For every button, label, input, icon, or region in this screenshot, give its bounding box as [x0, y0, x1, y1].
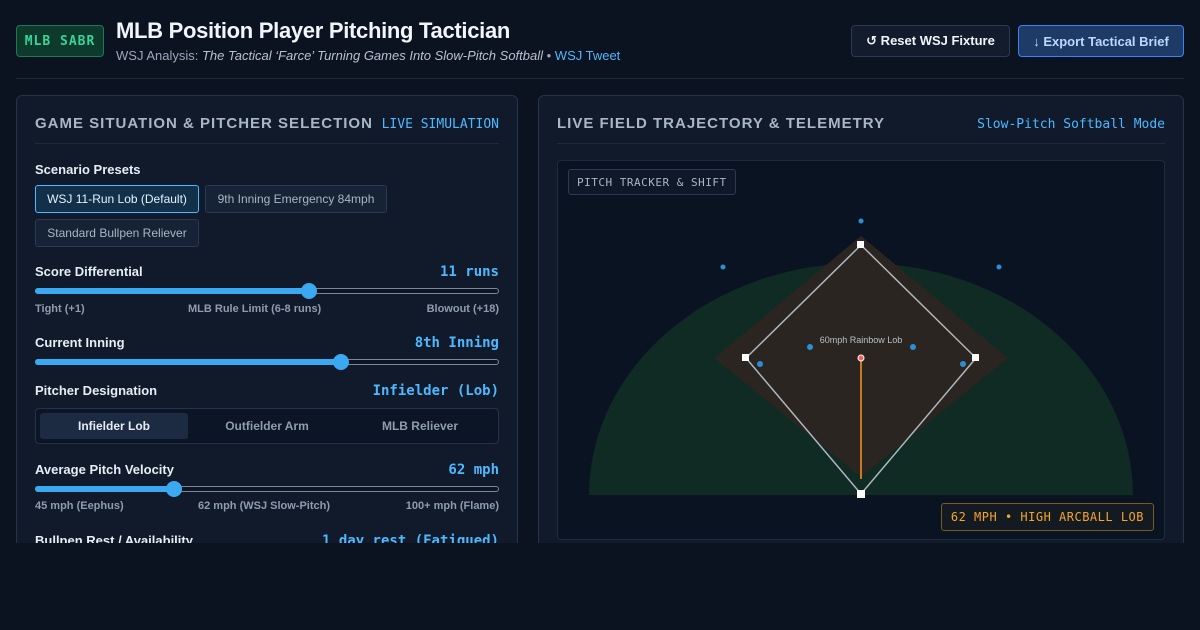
- pitch-label: 60mph Rainbow Lob: [820, 335, 903, 345]
- app-logo: MLB SABR: [16, 25, 104, 57]
- wsj-tweet-link[interactable]: WSJ Tweet: [554, 48, 621, 63]
- fielder-second-base: [910, 344, 916, 350]
- pitch-tracker-label: PITCH TRACKER & SHIFT: [568, 169, 736, 195]
- inning-value: 8th Inning: [414, 335, 499, 351]
- panel-title: LIVE FIELD TRAJECTORY & TELEMETRY: [557, 115, 886, 132]
- export-brief-button[interactable]: ↓ Export Tactical Brief: [1018, 25, 1184, 57]
- panel-header: GAME SITUATION & PITCHER SELECTION LIVE …: [35, 96, 499, 144]
- score-tick-mid: MLB Rule Limit (6-8 runs): [188, 303, 322, 315]
- pitcher-label: Pitcher Designation: [35, 383, 158, 398]
- slider-fill: [35, 359, 341, 365]
- score-tick-min: Tight (+1): [35, 303, 85, 315]
- baseball-field-diagram: 60mph Rainbow Lob: [589, 218, 1133, 498]
- pitcher-option-outfielder[interactable]: Outfielder Arm: [225, 419, 309, 433]
- velocity-tick-min: 45 mph (Eephus): [35, 500, 124, 512]
- velocity-tick-mid: 62 mph (WSJ Slow-Pitch): [198, 500, 331, 512]
- fielder-left-field: [720, 264, 726, 270]
- velocity-value: 62 mph: [448, 462, 499, 478]
- third-base: [742, 354, 749, 361]
- app-header: MLB SABR MLB Position Player Pitching Ta…: [16, 0, 1184, 79]
- subtitle-article-title: The Tactical ‘Farce’ Turning Games Into …: [201, 48, 544, 63]
- panel-title: GAME SITUATION & PITCHER SELECTION: [35, 115, 373, 132]
- page-bottom-area: [0, 543, 1200, 630]
- inning-label: Current Inning: [35, 335, 125, 350]
- slider-fill: [35, 288, 309, 294]
- page-title: MLB Position Player Pitching Tactician: [116, 18, 511, 43]
- velocity-slider[interactable]: [35, 481, 499, 497]
- second-base: [857, 241, 864, 248]
- presets-label: Scenario Presets: [35, 162, 141, 177]
- score-value: 11 runs: [439, 264, 499, 280]
- pitcher-value: Infielder (Lob): [372, 383, 499, 399]
- subtitle-separator: •: [543, 48, 555, 63]
- velocity-readout: 62 MPH • HIGH ARCBALL LOB: [940, 503, 1154, 531]
- fielder-right-field: [996, 264, 1002, 270]
- slider-fill: [35, 486, 174, 492]
- slider-thumb[interactable]: [166, 481, 182, 497]
- slider-thumb[interactable]: [333, 354, 349, 370]
- first-base: [972, 354, 979, 361]
- softball-mode-tag: Slow-Pitch Softball Mode: [977, 117, 1165, 132]
- inning-slider[interactable]: [35, 354, 499, 370]
- fielder-third-base: [757, 361, 763, 367]
- preset-standard-reliever[interactable]: Standard Bullpen Reliever: [35, 219, 199, 247]
- ball-marker: [857, 354, 865, 362]
- pitcher-option-infielder[interactable]: Infielder Lob: [40, 413, 188, 439]
- reset-fixture-button[interactable]: ↺ Reset WSJ Fixture: [851, 25, 1010, 57]
- fielder-first-base: [960, 361, 966, 367]
- game-situation-panel: GAME SITUATION & PITCHER SELECTION LIVE …: [16, 95, 518, 555]
- panel-header: LIVE FIELD TRAJECTORY & TELEMETRY Slow-P…: [557, 96, 1165, 144]
- preset-9th-emergency[interactable]: 9th Inning Emergency 84mph: [205, 185, 387, 213]
- score-tick-max: Blowout (+18): [426, 303, 499, 315]
- pitcher-segmented-control: Infielder Lob Outfielder Arm MLB Relieve…: [35, 408, 499, 444]
- live-simulation-tag: LIVE SIMULATION: [381, 117, 499, 132]
- page-subtitle: WSJ Analysis: The Tactical ‘Farce’ Turni…: [116, 48, 620, 63]
- slider-thumb[interactable]: [301, 283, 317, 299]
- fielder-shortstop: [807, 344, 813, 350]
- score-label: Score Differential: [35, 264, 143, 279]
- preset-wsj-lob[interactable]: WSJ 11-Run Lob (Default): [35, 185, 199, 213]
- pitch-tracker-field: 60mph Rainbow Lob PITCH TRACKER & SHIFT …: [557, 160, 1165, 540]
- subtitle-prefix: WSJ Analysis:: [116, 48, 202, 63]
- field-telemetry-panel: LIVE FIELD TRAJECTORY & TELEMETRY Slow-P…: [538, 95, 1184, 555]
- pitcher-option-reliever[interactable]: MLB Reliever: [381, 419, 459, 433]
- fielder-center-field: [858, 218, 864, 224]
- score-slider[interactable]: [35, 283, 499, 299]
- velocity-label: Average Pitch Velocity: [35, 462, 174, 477]
- velocity-tick-max: 100+ mph (Flame): [405, 500, 499, 512]
- home-plate: [857, 490, 865, 498]
